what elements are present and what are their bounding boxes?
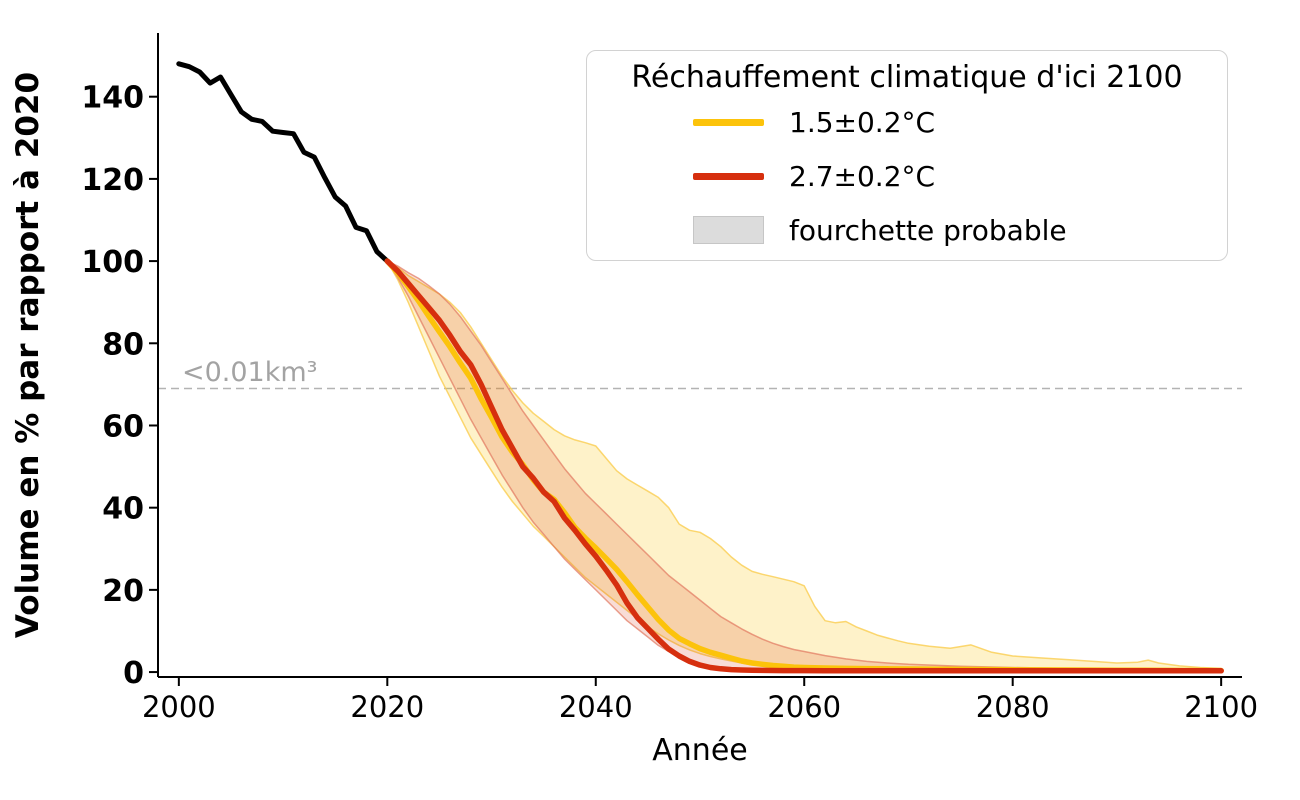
x-tick-label: 2040	[559, 690, 633, 724]
legend-label-range: fourchette probable	[789, 213, 1067, 247]
series-line-2	[384, 258, 1224, 674]
y-tick-label: 40	[102, 492, 144, 527]
y-tick-label: 0	[123, 656, 144, 691]
legend-label-1-5: 1.5±0.2°C	[789, 105, 936, 139]
legend-label-2-7: 2.7±0.2°C	[789, 159, 936, 193]
legend-row-2-7: 2.7±0.2°C	[587, 149, 1227, 203]
x-tick-label: 2020	[350, 690, 424, 724]
legend-line-swatch-1-5	[693, 118, 764, 126]
y-tick-label: 20	[102, 574, 144, 609]
legend-line-swatch-2-7	[693, 172, 764, 180]
y-axis-title: Volume en % par rapport à 2020	[10, 72, 46, 638]
y-tick-label: 120	[81, 163, 144, 198]
legend-title: Réchauffement climatique d'ici 2100	[631, 60, 1183, 95]
x-tick-label: 2000	[142, 690, 216, 724]
y-tick-label: 80	[102, 327, 144, 362]
x-tick-label: 2060	[767, 690, 841, 724]
y-tick-label: 100	[81, 245, 144, 280]
legend-row-1-5: 1.5±0.2°C	[587, 95, 1227, 149]
series-line-0	[176, 61, 390, 264]
y-tick-label: 140	[81, 81, 144, 116]
legend-patch-swatch-range	[693, 216, 764, 244]
x-tick-label: 2100	[1184, 690, 1258, 724]
threshold-label: <0.01km³	[182, 357, 318, 388]
legend-row-range: fourchette probable	[587, 203, 1227, 257]
x-axis-title: Année	[652, 733, 747, 768]
legend: Réchauffement climatique d'ici 2100 1.5±…	[586, 50, 1228, 261]
x-tick-label: 2080	[976, 690, 1050, 724]
y-tick-label: 60	[102, 409, 144, 444]
